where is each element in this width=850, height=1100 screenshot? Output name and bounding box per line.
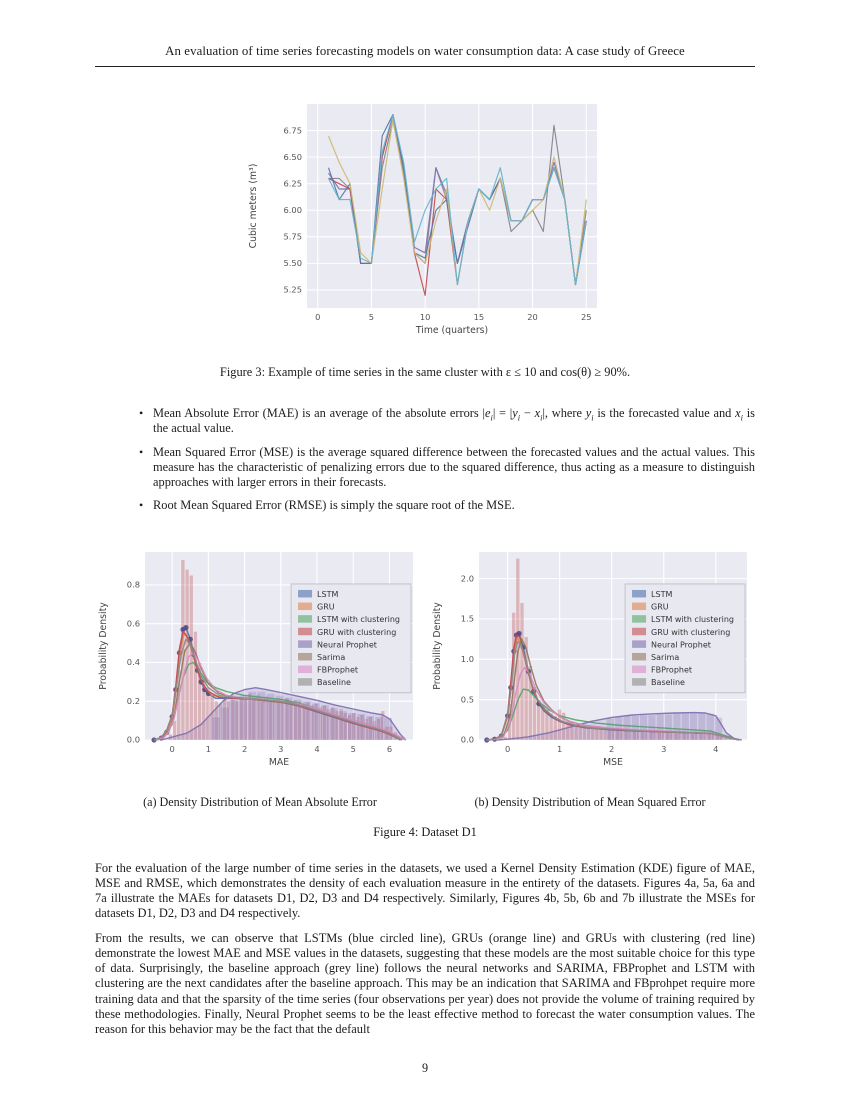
svg-text:LSTM with clustering: LSTM with clustering	[651, 615, 734, 624]
bullet-rmse: Root Mean Squared Error (RMSE) is simply…	[139, 498, 755, 513]
svg-text:20: 20	[527, 312, 538, 322]
page-sheet: An evaluation of time series forecasting…	[0, 0, 850, 1076]
svg-text:6.00: 6.00	[284, 205, 302, 215]
svg-text:GRU: GRU	[317, 602, 335, 611]
sub-i: i	[490, 412, 493, 423]
svg-text:5.50: 5.50	[284, 258, 302, 268]
svg-text:Probability Density: Probability Density	[98, 601, 109, 689]
svg-text:GRU with clustering: GRU with clustering	[317, 627, 396, 636]
var-e: e	[484, 406, 491, 420]
page-number: 9	[421, 1061, 429, 1076]
svg-text:LSTM: LSTM	[651, 589, 672, 598]
svg-text:GRU with clustering: GRU with clustering	[651, 627, 730, 636]
svg-text:6.75: 6.75	[284, 125, 302, 135]
svg-text:25: 25	[581, 312, 592, 322]
svg-text:Baseline: Baseline	[651, 678, 685, 687]
figure4b-density-chart: 0 1 2 3 4 0.0 0.5 1.0 1.5 2.0 MSE Probability Densi…	[432, 551, 747, 768]
svg-text:5.75: 5.75	[284, 232, 302, 242]
svg-text:MSE: MSE	[603, 757, 623, 768]
svg-text:1: 1	[557, 744, 562, 754]
bullet-mae-text: Mean Absolute Error (MAE) is an average …	[153, 406, 485, 420]
sub-i: i	[591, 412, 594, 423]
svg-text:6: 6	[387, 744, 392, 754]
svg-text:0.6: 0.6	[127, 618, 140, 628]
sub-i: i	[517, 412, 521, 423]
svg-text:4: 4	[713, 744, 718, 754]
figure3-line-chart: 0 5 10 15 20 25 5.25 5.50 5.75 6.00 6.25 6.50 6.75 Ti…	[248, 104, 597, 336]
svg-text:10: 10	[420, 312, 431, 322]
var-y: y	[512, 406, 518, 420]
svg-text:Sarima: Sarima	[651, 652, 679, 661]
bullet-mse: Mean Squared Error (MSE) is the average …	[139, 445, 755, 491]
header-rule	[95, 66, 755, 67]
svg-text:5: 5	[369, 312, 374, 322]
svg-text:6.25: 6.25	[284, 178, 302, 188]
svg-text:0: 0	[505, 744, 510, 754]
svg-text:FBProphet: FBProphet	[317, 665, 358, 674]
svg-text:Sarima: Sarima	[317, 652, 345, 661]
metrics-bullet-list: Mean Absolute Error (MAE) is an average …	[95, 406, 755, 514]
svg-text:0.4: 0.4	[127, 657, 140, 667]
sub-i: i	[740, 412, 743, 423]
svg-text:3: 3	[278, 744, 283, 754]
svg-text:6.50: 6.50	[284, 152, 302, 162]
running-head: An evaluation of time series forecasting…	[165, 44, 685, 58]
svg-text:2.0: 2.0	[461, 573, 474, 583]
figure4: 0 1 2 3 4 5 6 0.0 0.2 0.4 0.6 0.8 MAE Probability Den…	[95, 538, 755, 786]
svg-text:0: 0	[170, 744, 175, 754]
figure4a-density-chart: 0 1 2 3 4 5 6 0.0 0.2 0.4 0.6 0.8 MAE Probability Den…	[98, 551, 413, 768]
svg-text:15: 15	[474, 312, 485, 322]
svg-text:0.0: 0.0	[461, 734, 474, 744]
svg-text:MAE: MAE	[269, 757, 289, 768]
svg-text:LSTM with clustering: LSTM with clustering	[317, 615, 400, 624]
svg-text:Baseline: Baseline	[317, 678, 351, 687]
page-header: An evaluation of time series forecasting…	[95, 44, 755, 67]
svg-text:LSTM: LSTM	[317, 589, 338, 598]
bullet-mae: Mean Absolute Error (MAE) is an average …	[139, 406, 755, 437]
figure4-caption: Figure 4: Dataset D1	[373, 824, 477, 839]
var-x: x	[735, 406, 741, 420]
svg-text:3: 3	[661, 744, 666, 754]
figure4-subcaptions: (a) Density Distribution of Mean Absolut…	[95, 795, 755, 810]
svg-text:0.5: 0.5	[461, 694, 474, 704]
svg-text:Cubic meters (m³): Cubic meters (m³)	[248, 164, 259, 249]
paragraph-2: From the results, we can observe that LS…	[95, 930, 755, 1037]
sub-i: i	[540, 412, 543, 423]
svg-text:1: 1	[206, 744, 211, 754]
svg-text:GRU: GRU	[651, 602, 669, 611]
svg-text:5: 5	[351, 744, 356, 754]
svg-text:Neural Prophet: Neural Prophet	[317, 640, 377, 649]
figure3-caption: Figure 3: Example of time series in the …	[219, 365, 631, 379]
svg-text:5.25: 5.25	[284, 285, 302, 295]
svg-text:2: 2	[609, 744, 614, 754]
svg-text:0.0: 0.0	[127, 734, 140, 744]
svg-text:4: 4	[314, 744, 319, 754]
var-y: y	[585, 406, 592, 420]
svg-text:1.5: 1.5	[461, 613, 474, 623]
svg-text:0: 0	[315, 312, 320, 322]
var-x: x	[534, 406, 541, 420]
svg-text:2: 2	[242, 744, 247, 754]
svg-text:Time (quarters): Time (quarters)	[415, 325, 488, 336]
paragraph-1: For the evaluation of the large number o…	[95, 860, 755, 921]
svg-text:FBProphet: FBProphet	[651, 665, 692, 674]
body-text: For the evaluation of the large number o…	[95, 861, 755, 1038]
figure3: 0 5 10 15 20 25 5.25 5.50 5.75 6.00 6.25 6.50 6.75 Ti…	[95, 94, 755, 380]
svg-text:0.2: 0.2	[127, 695, 140, 705]
figure4a-caption: (a) Density Distribution of Mean Absolut…	[143, 794, 377, 809]
svg-text:1.0: 1.0	[461, 654, 474, 664]
svg-text:0.8: 0.8	[127, 579, 140, 589]
figure4b-caption: (b) Density Distribution of Mean Squared…	[474, 794, 706, 809]
svg-text:Probability Density: Probability Density	[432, 601, 443, 689]
svg-text:Neural Prophet: Neural Prophet	[651, 640, 711, 649]
